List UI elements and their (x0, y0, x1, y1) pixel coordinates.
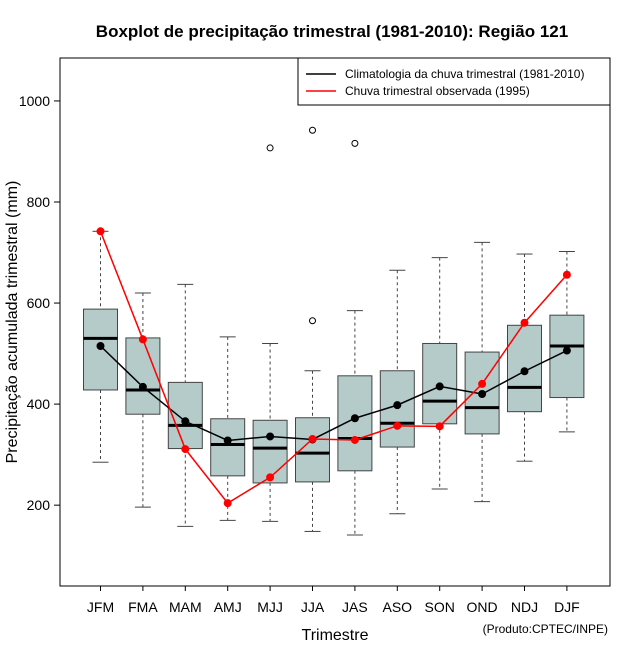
x-tick-label-jfm: JFM (87, 599, 114, 615)
series-point (435, 382, 444, 391)
x-tick-label-aso: ASO (383, 599, 413, 615)
series-point (435, 422, 444, 431)
series-point (266, 432, 275, 441)
y-tick-label: 200 (27, 497, 51, 513)
series-point (96, 227, 105, 236)
outlier-point (266, 144, 274, 152)
outlier-point (351, 139, 359, 147)
outlier-point (309, 317, 316, 325)
series-line (99, 345, 568, 442)
box-ndj (507, 253, 542, 462)
x-tick-label-djf: DJF (554, 599, 580, 615)
series-point (562, 346, 571, 355)
chart-title: Boxplot de precipitação trimestral (1981… (96, 22, 568, 41)
series-line (99, 231, 568, 505)
x-axis-label: Trimestre (302, 627, 369, 644)
x-axis: JFM FMA MAM AMJ MJJ JJA JAS ASO SON OND NDJ DJF (87, 586, 580, 615)
series-point (181, 417, 190, 426)
series-lines (96, 227, 571, 508)
series-point (138, 335, 147, 344)
box-iqr (337, 375, 373, 472)
x-tick-label-mam: MAM (169, 599, 202, 615)
y-tick-label: 400 (27, 396, 51, 412)
series-point (520, 318, 529, 327)
x-tick-label-jja: JJA (301, 599, 325, 615)
series-point (138, 382, 147, 391)
series-point (520, 367, 529, 376)
series-observed (96, 227, 571, 508)
box-aso (379, 269, 415, 515)
series-point (223, 499, 232, 508)
y-tick-label: 800 (27, 194, 51, 210)
boxes (83, 126, 585, 536)
y-tick-label: 600 (27, 295, 51, 311)
x-tick-label-son: SON (425, 599, 455, 615)
box-mam (167, 283, 203, 527)
legend-frame (297, 57, 611, 106)
series-point (96, 342, 105, 350)
series-point (562, 270, 571, 279)
box-ond (464, 241, 500, 503)
outlier-point (309, 126, 316, 134)
box-son (422, 257, 458, 490)
box-iqr (210, 418, 246, 477)
x-tick-label-jas: JAS (342, 599, 368, 615)
credit-text: (Produto:CPTEC/INPE) (483, 622, 608, 636)
box-iqr (167, 381, 203, 450)
legend-label-observed: Chuva trimestral observada (1995) (345, 84, 530, 98)
series-point (181, 445, 190, 454)
series-point (393, 401, 402, 410)
y-tick-label: 1000 (19, 93, 50, 109)
legend-label-climatology: Climatologia da chuva trimestral (1981-2… (345, 67, 584, 81)
box-iqr (252, 419, 288, 484)
box-jja (295, 126, 330, 532)
series-point (350, 435, 359, 444)
box-fma (125, 292, 161, 508)
box-amj (210, 336, 246, 521)
legend: Climatologia da chuva trimestral (1981-2… (297, 57, 611, 106)
x-tick-label-ond: OND (467, 599, 498, 615)
x-tick-label-fma: FMA (128, 599, 158, 615)
series-point (478, 379, 487, 388)
x-tick-label-ndj: NDJ (511, 599, 538, 615)
y-axis-label: Precipitação acumulada trimestral (mm) (4, 181, 21, 464)
box-jas (337, 139, 373, 536)
box-mjj (252, 144, 288, 522)
series-point (308, 434, 317, 443)
series-point (393, 421, 402, 430)
y-axis: 200 400 600 800 1000 (19, 93, 60, 513)
series-point (266, 473, 275, 482)
series-point (478, 390, 487, 398)
series-point (350, 414, 359, 423)
x-tick-label-amj: AMJ (214, 599, 242, 615)
series-point (223, 436, 232, 445)
x-tick-label-mjj: MJJ (257, 599, 283, 615)
